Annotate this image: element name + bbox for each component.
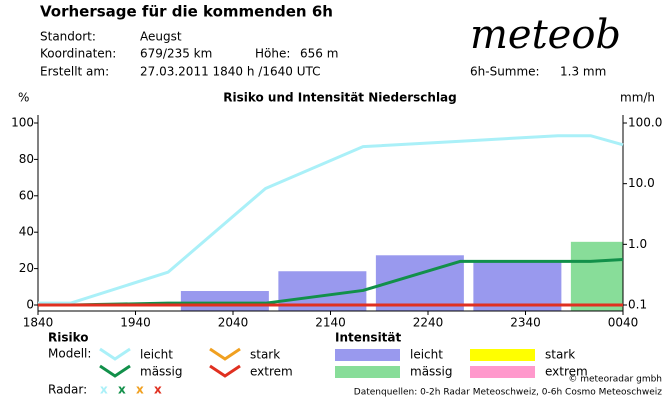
legend-swatch xyxy=(99,347,131,361)
bar xyxy=(570,241,623,311)
legend-label: extrem xyxy=(250,365,293,379)
y2-label: mm/h xyxy=(620,91,655,105)
value: 679/235 km xyxy=(140,47,212,61)
y-tick-label: 80 xyxy=(19,152,34,166)
legend-label: Radar: xyxy=(48,383,87,397)
radar-marker: x xyxy=(136,383,144,397)
radar-marker: x xyxy=(118,383,126,397)
legend-swatch xyxy=(335,349,400,361)
y2-tick-label: 1.0 xyxy=(628,237,647,251)
x-tick-label: 2240 xyxy=(413,316,444,330)
sources: Datenquellen: 0-2h Radar Meteoschweiz, 0… xyxy=(354,388,662,398)
x-tick-label: 2140 xyxy=(315,316,346,330)
legend-label: mässig xyxy=(140,365,183,379)
label: Standort: xyxy=(40,30,96,44)
label: 6h-Summe: xyxy=(470,65,540,79)
y-tick-label: 100 xyxy=(11,116,34,130)
legend-swatch xyxy=(470,366,535,378)
y2-tick-label: 100.0 xyxy=(628,116,662,130)
x-tick-label: 2040 xyxy=(218,316,249,330)
risk-line xyxy=(38,134,624,305)
radar-marker: x xyxy=(154,383,162,397)
legend-label: leicht xyxy=(410,348,443,362)
title: Vorhersage für die kommenden 6h xyxy=(40,3,333,21)
label: Höhe: xyxy=(255,47,290,61)
label: Koordinaten: xyxy=(40,47,116,61)
legend-label: extrem xyxy=(545,365,588,379)
legend-title: Intensität xyxy=(335,331,402,345)
legend-title: Risiko xyxy=(48,331,89,345)
y-label: % xyxy=(18,91,29,105)
bar xyxy=(473,260,562,311)
legend-swatch xyxy=(209,347,241,361)
legend-swatch xyxy=(209,364,241,378)
label: Erstellt am: xyxy=(40,65,109,79)
bar xyxy=(180,291,269,311)
value: 656 m xyxy=(300,47,338,61)
legend-swatch xyxy=(335,366,400,378)
legend-label: mässig xyxy=(410,365,453,379)
x-tick-label: 2340 xyxy=(510,316,541,330)
legend-label: stark xyxy=(545,348,575,362)
x-tick-label: 1840 xyxy=(23,316,54,330)
chart-title: Risiko und Intensität Niederschlag xyxy=(223,91,457,105)
legend-label: Modell: xyxy=(48,347,91,361)
y2-tick-label: 0.1 xyxy=(628,298,647,312)
y-tick-label: 20 xyxy=(19,261,34,275)
value: 1.3 mm xyxy=(560,65,606,79)
copyright: © meteoradar gmbh xyxy=(568,375,662,385)
value: Aeugst xyxy=(140,30,182,44)
x-tick-label: 0040 xyxy=(608,316,639,330)
value: 27.03.2011 1840 h /1640 UTC xyxy=(140,65,320,79)
y-tick-label: 60 xyxy=(19,188,34,202)
legend-swatch xyxy=(99,364,131,378)
legend-label: stark xyxy=(250,348,280,362)
logo: meteob xyxy=(470,12,621,58)
y-tick-label: 40 xyxy=(19,225,34,239)
x-tick-label: 1940 xyxy=(120,316,151,330)
y-tick-label: 0 xyxy=(26,298,34,312)
y2-tick-label: 10.0 xyxy=(628,176,655,190)
legend-swatch xyxy=(470,349,535,361)
legend-label: leicht xyxy=(140,348,173,362)
radar-marker: x xyxy=(100,383,108,397)
